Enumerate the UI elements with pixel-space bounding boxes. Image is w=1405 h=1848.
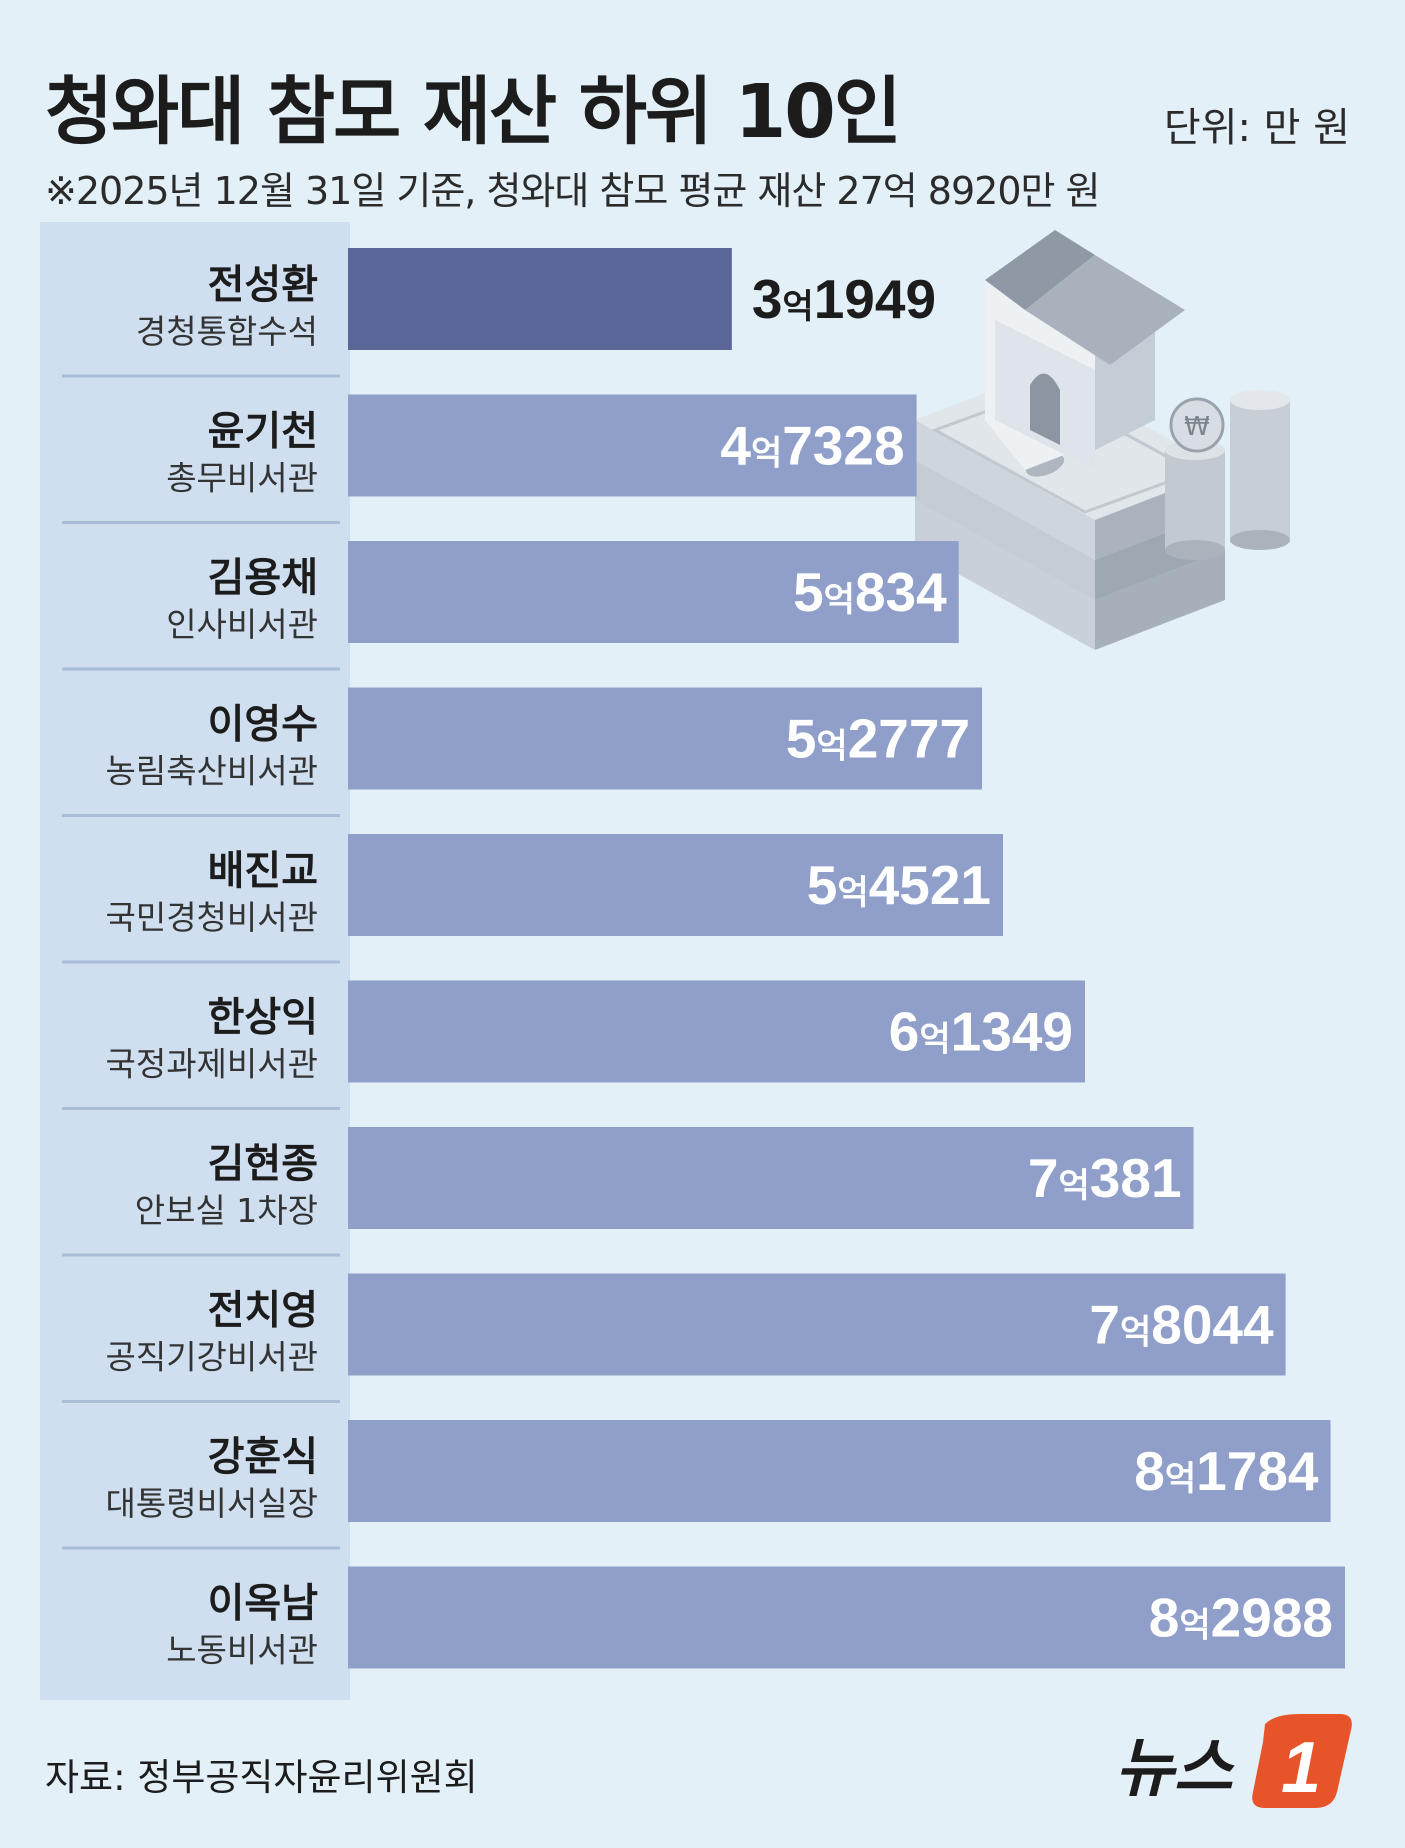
category-role: 국민경청비서관	[105, 898, 318, 937]
category-role: 총무비서관	[166, 459, 318, 498]
bar	[348, 687, 983, 790]
data-label: 3억1949	[752, 268, 936, 330]
data-label: 8억2988	[1149, 1587, 1333, 1649]
news1-logo: 뉴스 1	[1115, 1714, 1352, 1808]
data-label: 8억1784	[1134, 1440, 1319, 1502]
category-name: 김용채	[208, 555, 318, 601]
data-label: 7억381	[1028, 1147, 1182, 1209]
bar	[348, 248, 732, 350]
data-label: 5억2777	[786, 708, 970, 770]
category-role: 국정과제비서관	[105, 1045, 318, 1084]
coin-stack-icon: ₩	[1165, 390, 1290, 560]
data-label: 5억4521	[807, 854, 991, 916]
bar	[348, 541, 959, 643]
category-role: 안보실 1차장	[135, 1191, 318, 1230]
category-role: 인사비서관	[166, 605, 318, 644]
category-role: 농림축산비서관	[105, 752, 318, 791]
bar	[348, 1420, 1331, 1522]
category-name: 강훈식	[208, 1434, 318, 1480]
category-name: 이옥남	[208, 1581, 319, 1627]
unit-label: 단위: 만 원	[1163, 105, 1350, 151]
chart-subtitle: ※2025년 12월 31일 기준, 청와대 참모 평균 재산 27억 8920…	[45, 169, 1101, 213]
category-name: 한상익	[208, 995, 318, 1041]
category-role: 노동비서관	[166, 1631, 318, 1670]
house-money-illustration: ₩	[915, 230, 1290, 650]
logo-badge-text: 1	[1281, 1728, 1321, 1808]
bar	[348, 1273, 1286, 1376]
bar	[348, 394, 917, 497]
category-name: 윤기천	[208, 409, 318, 455]
category-name: 이영수	[208, 702, 318, 748]
bar	[348, 1566, 1345, 1669]
category-name: 배진교	[208, 848, 318, 894]
category-role: 경청통합수석	[136, 312, 318, 351]
bar	[348, 980, 1086, 1083]
bar	[348, 1127, 1194, 1229]
chart-title: 청와대 참모 재산 하위 10인	[45, 69, 902, 155]
logo-badge	[1252, 1714, 1352, 1808]
bar	[348, 834, 1004, 936]
data-label: 4억7328	[720, 415, 904, 477]
source-note: 자료: 정부공직자윤리위원회	[45, 1756, 478, 1799]
category-name: 전성환	[208, 262, 318, 308]
data-label: 7억8044	[1089, 1294, 1274, 1356]
svg-text:₩: ₩	[1184, 412, 1210, 442]
category-role: 대통령비서실장	[105, 1484, 318, 1523]
category-role: 공직기강비서관	[105, 1338, 318, 1377]
category-name: 김현종	[208, 1141, 318, 1187]
data-label: 5억834	[793, 561, 947, 623]
data-label: 6억1349	[889, 1001, 1073, 1063]
category-name: 전치영	[208, 1288, 318, 1334]
logo-text: 뉴스	[1115, 1732, 1235, 1804]
house-icon	[985, 230, 1185, 470]
